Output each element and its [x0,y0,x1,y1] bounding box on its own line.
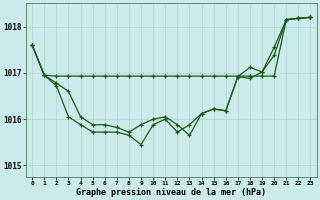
X-axis label: Graphe pression niveau de la mer (hPa): Graphe pression niveau de la mer (hPa) [76,188,266,197]
